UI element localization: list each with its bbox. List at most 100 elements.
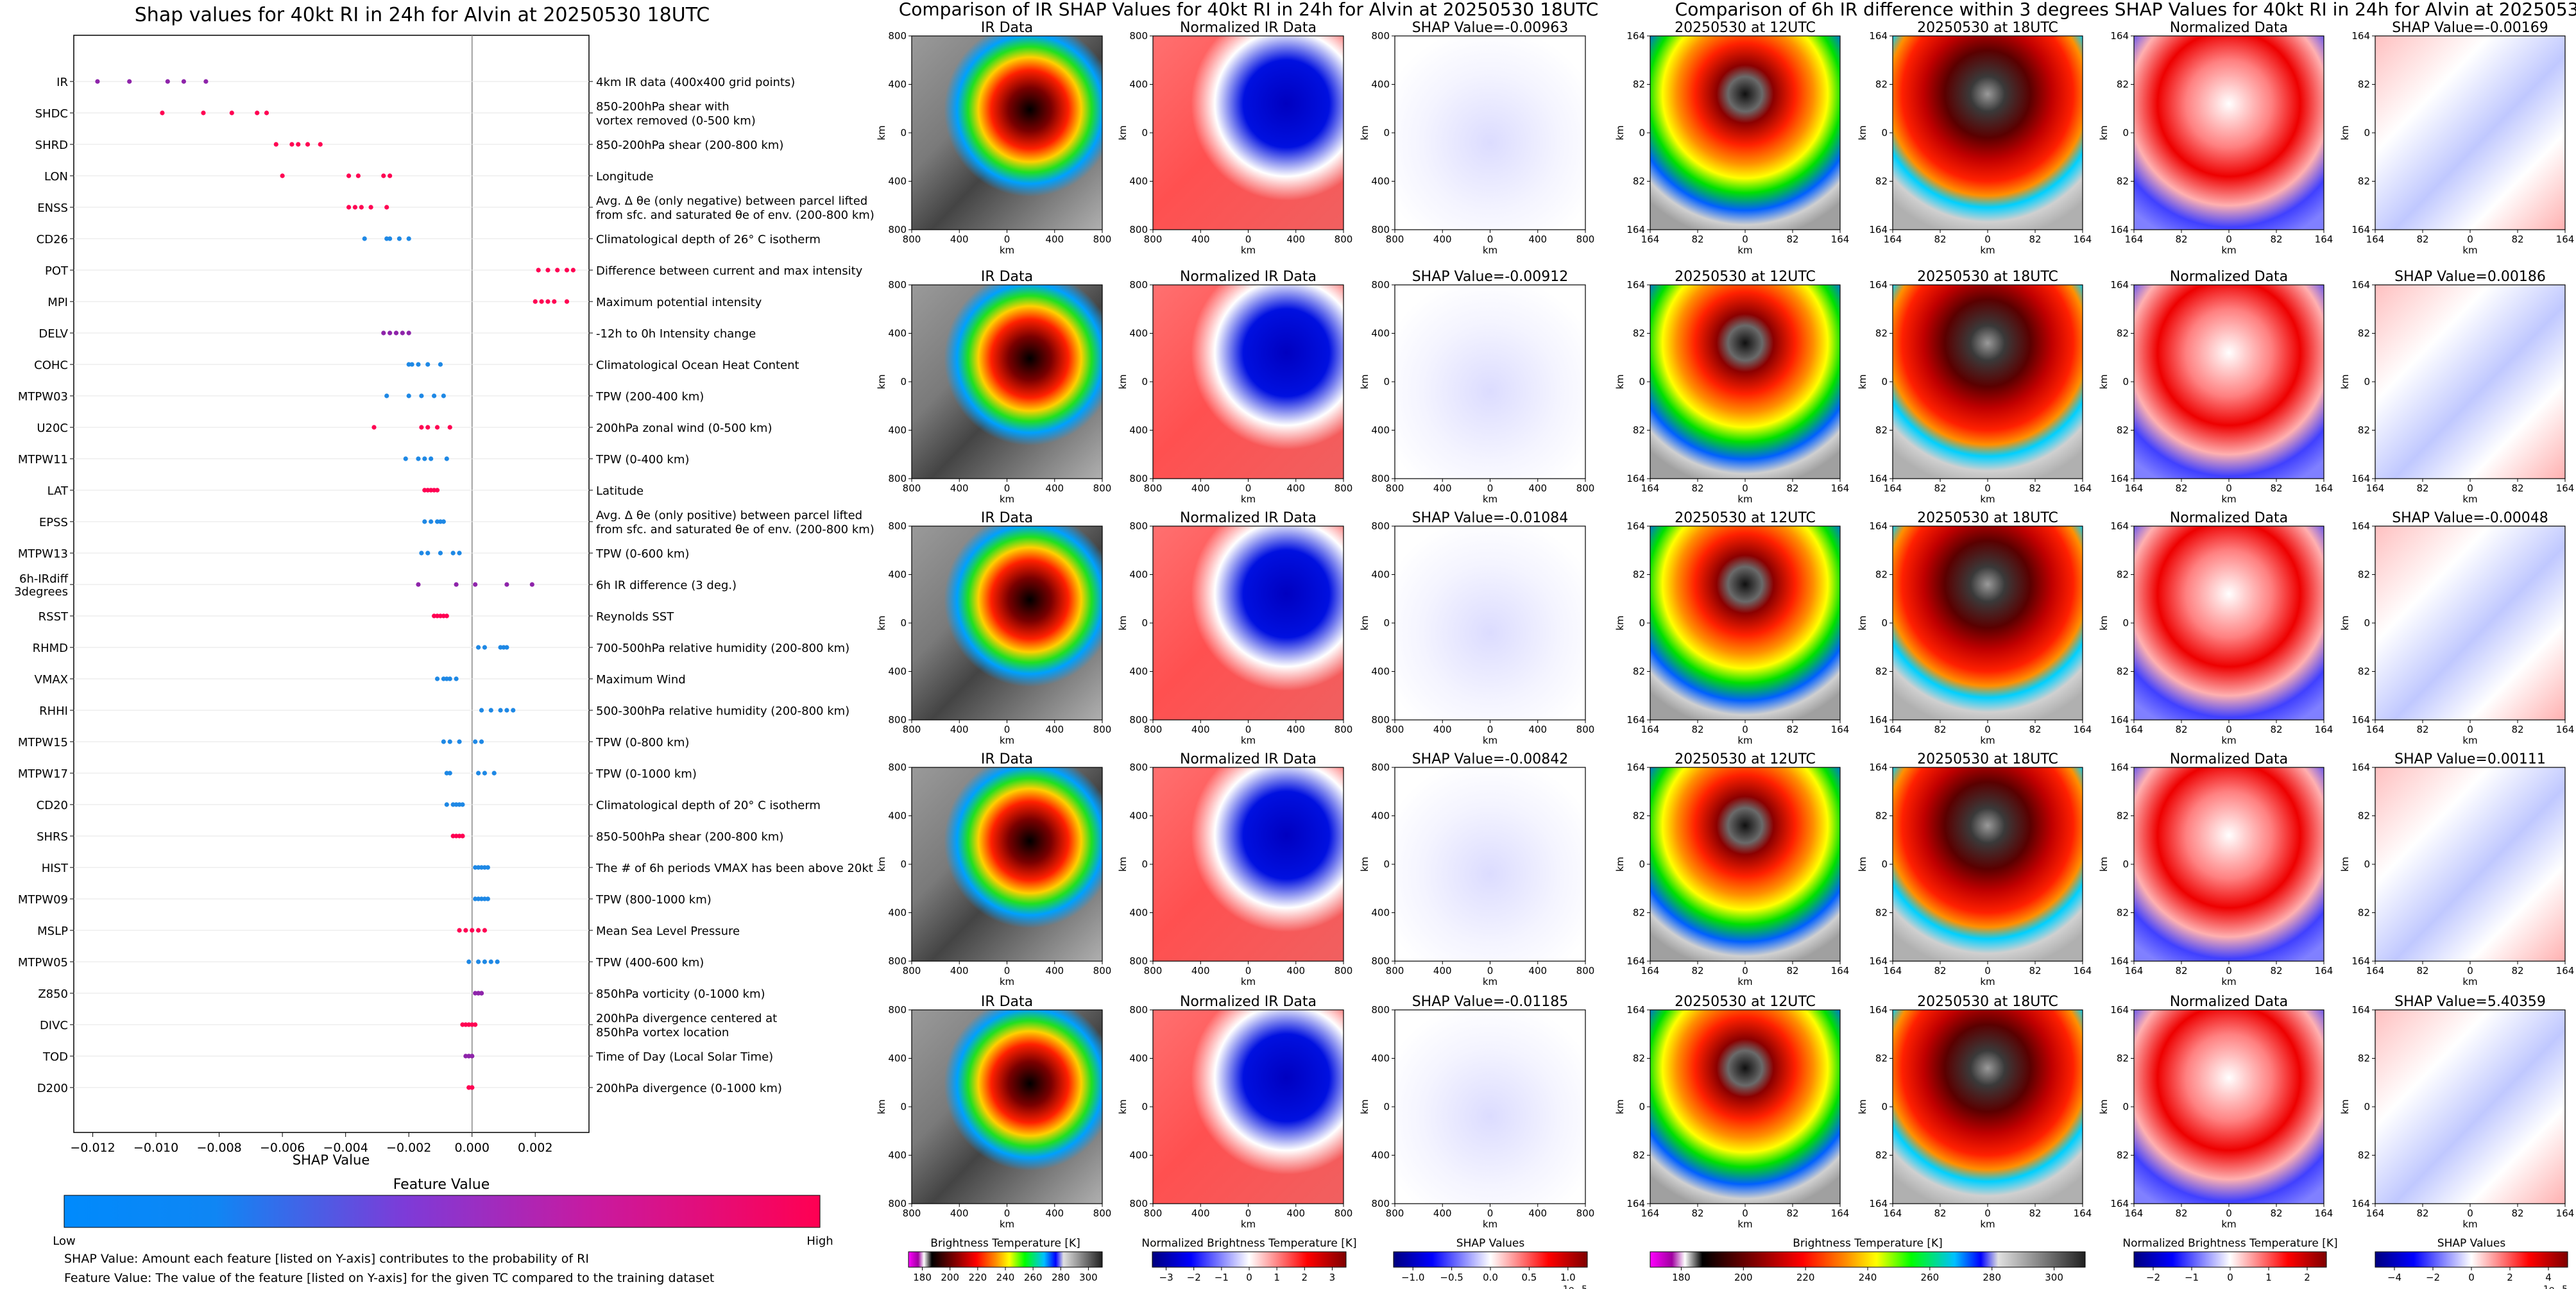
shap-point [425, 488, 431, 493]
subplot-title: SHAP Value=0.00111 [2394, 751, 2546, 767]
shap-point [352, 205, 358, 210]
feature-description-label: 200hPa zonal wind (0-500 km) [596, 422, 772, 435]
x-axis-unit: km [1980, 1218, 1995, 1230]
y-tick-label: 800 [1129, 473, 1148, 484]
x-tick-label: 0 [1984, 482, 1991, 494]
shap-point [305, 142, 311, 147]
irdiff-shap-panel: Comparison of 6h IR difference within 3 … [1614, 0, 2576, 1289]
subplot-title: SHAP Value=-0.00048 [2392, 510, 2548, 526]
y-axis-unit: km [1614, 857, 1626, 871]
y-tick-label: 164 [1869, 714, 1888, 726]
x-tick-label: 164 [1831, 1208, 1850, 1219]
feature-colorbar-title: Feature Value [393, 1177, 490, 1193]
x-tick-label: 82 [2029, 482, 2041, 494]
shap-point [95, 79, 100, 84]
colorbar-tick-label: 260 [1024, 1272, 1043, 1283]
right-title: Comparison of 6h IR difference within 3 … [1675, 0, 2576, 20]
y-tick-label: 164 [2110, 279, 2129, 291]
shap-point [504, 708, 509, 713]
y-tick-label: 0 [1881, 858, 1888, 870]
shap-point [450, 833, 456, 839]
feature-name-label: DIVC [40, 1019, 68, 1032]
shap-point [473, 865, 478, 870]
y-tick-label: 82 [1633, 810, 1645, 822]
feature-description-label: 4km IR data (400x400 grid points) [596, 76, 795, 89]
feature-row: POT Difference between current and max in… [45, 264, 863, 278]
x-tick-label: 164 [1831, 965, 1850, 977]
x-axis-unit: km [1241, 244, 1256, 256]
shap-point [201, 110, 206, 115]
image-subplot: SHAP Value=-0.00912800800400400004004008… [1359, 269, 1594, 505]
colorbar-tick-label: 4 [2545, 1272, 2552, 1283]
x-tick-label: 164 [2366, 234, 2385, 245]
y-tick-label: 82 [2117, 810, 2129, 822]
image-field-overlay [1153, 1010, 1343, 1204]
x-tick-label: 400 [1528, 1208, 1547, 1219]
x-axis-unit: km [2462, 735, 2477, 746]
shap-point [482, 645, 488, 650]
y-tick-label: 164 [1869, 224, 1888, 235]
colorbar-tick-label: 180 [913, 1272, 932, 1283]
y-tick-label: 164 [2110, 762, 2129, 773]
subplot-title: SHAP Value=-0.01185 [1412, 994, 1569, 1010]
image-subplot: Normalized IR Data8008004004000040040080… [1117, 20, 1352, 256]
y-tick-label: 82 [2358, 425, 2370, 436]
feature-description-label: The # of 6h periods VMAX has been above … [595, 862, 873, 875]
y-tick-label: 164 [2110, 473, 2129, 484]
feature-row: MTPW13 TPW (0-600 km) [18, 547, 690, 561]
x-axis-unit: km [1737, 1218, 1752, 1230]
shap-point [479, 991, 484, 996]
image-subplot: 20250530 at 18UTC1641648282008282164164k… [1857, 269, 2092, 505]
subplot-title: 20250530 at 18UTC [1917, 994, 2058, 1010]
shap-point [289, 142, 294, 147]
y-axis-unit: km [1359, 615, 1370, 630]
x-axis-unit: km [1980, 735, 1995, 746]
shap-point [457, 802, 462, 807]
x-tick-label: 164 [2074, 965, 2092, 977]
y-tick-label: 82 [1633, 425, 1645, 436]
feature-description-label: 850hPa vorticity (0-1000 km) [596, 987, 765, 1001]
shap-point [495, 959, 500, 964]
shap-point [498, 708, 503, 713]
x-tick-label: 800 [1386, 234, 1404, 245]
colorbar: Normalized Brightness Temperature [K] −2 −… [2122, 1237, 2337, 1283]
y-tick-label: 0 [900, 858, 907, 870]
x-tick-label: 800 [1093, 1208, 1112, 1219]
y-tick-label: 400 [1371, 328, 1390, 339]
feature-row: HIST The # of 6h periods VMAX has been ab… [42, 862, 873, 875]
y-tick-label: 82 [1875, 1150, 1888, 1161]
y-tick-label: 164 [2110, 224, 2129, 235]
feature-description-label: TPW (0-400 km) [595, 453, 689, 466]
x-tick-label: 0 [2467, 482, 2473, 494]
subplot-title: Normalized IR Data [1180, 269, 1317, 285]
shap-point [403, 456, 408, 461]
image-subplot: SHAP Value=-0.00048164164828200828216416… [2339, 510, 2574, 746]
feature-row: IR 4km IR data (400x400 grid points) [56, 76, 795, 89]
y-tick-label: 82 [1875, 569, 1888, 581]
x-tick-label: 164 [2556, 234, 2575, 245]
x-tick-label: 164 [2125, 482, 2144, 494]
x-tick-label: 82 [2175, 724, 2187, 735]
shap-point [463, 928, 468, 933]
x-tick-label: 800 [903, 1208, 921, 1219]
x-tick-label: 400 [1191, 482, 1210, 494]
image-subplot: SHAP Value=0.001111641648282008282164164… [2339, 751, 2574, 987]
feature-name-label: IR [56, 76, 68, 89]
x-tick-label: 164 [1884, 965, 1902, 977]
shap-point [470, 1085, 475, 1090]
shap-point [280, 173, 285, 178]
feature-row: LON Longitude [44, 170, 654, 184]
x-tick-label: 164 [2315, 965, 2333, 977]
y-axis-unit: km [1117, 615, 1129, 630]
x-axis-unit: km [1483, 244, 1497, 256]
middle-title: Comparison of IR SHAP Values for 40kt RI… [899, 0, 1599, 20]
colorbar-bar [1650, 1251, 2086, 1268]
y-axis-unit: km [876, 374, 887, 389]
x-tick-label: 164 [1831, 724, 1850, 735]
image-field [1650, 526, 1840, 720]
shap-point [470, 1054, 475, 1059]
x-tick-label: 800 [1144, 724, 1163, 735]
image-subplot: SHAP Value=-0.01084800800400400004004008… [1359, 510, 1594, 746]
shap-point [409, 362, 414, 367]
